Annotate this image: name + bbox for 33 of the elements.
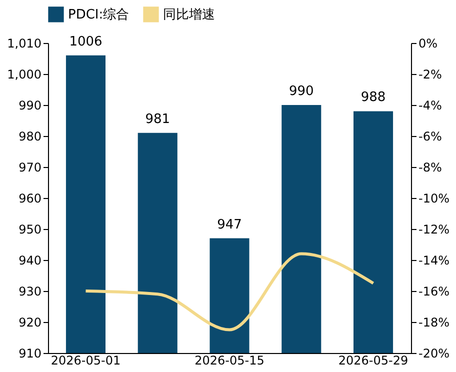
y2-tick-label: -2% [418,68,442,82]
y-tick-label: 910 [18,346,42,360]
line-series [84,252,375,332]
legend-label: PDCI:综合 [68,7,130,22]
y-tick-label: 920 [18,316,42,330]
y2-tick-label: -10% [418,192,450,206]
data-label: 1006 [69,34,102,50]
y-tick-label: 970 [18,160,42,174]
y2-tick-label: -6% [418,130,442,144]
y-tick-label: 960 [18,192,42,206]
y-tick-label: 1,010 [7,36,42,50]
y-tick-label: 940 [18,254,42,268]
y-tick-label: 980 [18,130,42,144]
y2-tick-label: -18% [418,316,450,330]
data-label: 990 [288,84,314,99]
x-tick-label: 2026-05-01 [50,354,121,368]
y2-tick-label: -14% [418,254,450,268]
x-tick-label: 2026-05-15 [194,354,264,368]
data-label: 947 [217,217,242,232]
data-label: 988 [360,90,386,106]
x-tick-label: 2026-05-29 [338,354,408,368]
data-label: 981 [145,112,170,127]
y-tick-label: 950 [18,222,42,236]
y-tick-label: 930 [18,284,42,298]
y2-tick-label: 0% [418,36,438,50]
y-tick-label: 990 [18,98,42,112]
y2-tick-label: -20% [418,346,450,360]
y2-tick-label: -12% [418,222,450,236]
y2-tick-label: -16% [418,284,450,298]
y2-tick-label: -4% [418,98,442,112]
legend-label: 同比增速 [163,7,215,22]
y-tick-label: 1,000 [7,68,42,82]
y2-tick-label: -8% [418,160,442,174]
